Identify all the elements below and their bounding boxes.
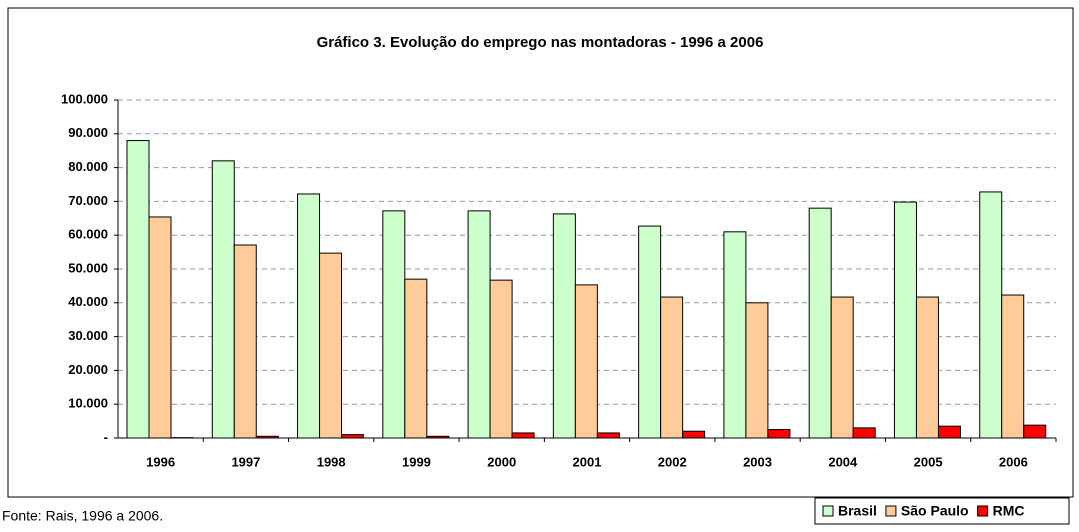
bar (809, 208, 831, 438)
legend-swatch (823, 506, 833, 516)
bar (512, 433, 534, 438)
y-tick-label: 90.000 (68, 125, 108, 140)
bar (320, 253, 342, 438)
bar (853, 428, 875, 438)
bar (405, 279, 427, 438)
bar (427, 436, 449, 438)
bar (212, 161, 234, 438)
legend-label: RMC (993, 503, 1025, 519)
y-tick-label: 80.000 (68, 159, 108, 174)
y-tick-label: 40.000 (68, 294, 108, 309)
x-tick-label: 2000 (487, 454, 516, 469)
x-tick-label: 2005 (914, 454, 943, 469)
x-tick-label: 1998 (317, 454, 346, 469)
y-tick-label: 70.000 (68, 193, 108, 208)
bar (234, 245, 256, 438)
bar (894, 202, 916, 438)
x-tick-label: 2001 (573, 454, 602, 469)
bar (916, 297, 938, 438)
y-tick-label: 100.000 (61, 91, 108, 106)
x-tick-label: 1996 (146, 454, 175, 469)
y-tick-label: 30.000 (68, 328, 108, 343)
source-note: Fonte: Rais, 1996 a 2006. (2, 508, 163, 524)
bar (383, 211, 405, 438)
x-tick-label: 2002 (658, 454, 687, 469)
legend-swatch (978, 506, 988, 516)
bar (683, 431, 705, 438)
bar (831, 297, 853, 438)
bar (597, 433, 619, 438)
bar (298, 194, 320, 438)
x-tick-label: 1999 (402, 454, 431, 469)
bar (768, 430, 790, 438)
bar (746, 303, 768, 438)
x-tick-label: 2004 (828, 454, 858, 469)
bar (575, 285, 597, 438)
y-tick-label: 10.000 (68, 396, 108, 411)
bar (256, 436, 278, 438)
bar (490, 280, 512, 438)
bar (553, 214, 575, 438)
bar (639, 226, 661, 438)
bar (1002, 295, 1024, 438)
legend-label: Brasil (838, 503, 877, 519)
bar (342, 435, 364, 438)
y-tick-label: 20.000 (68, 362, 108, 377)
bar (1024, 425, 1046, 438)
y-tick-label: 60.000 (68, 227, 108, 242)
bar (468, 211, 490, 438)
bar (149, 217, 171, 438)
y-tick-label: - (104, 429, 108, 444)
chart-title: Gráfico 3. Evolução do emprego nas monta… (317, 34, 764, 51)
y-tick-label: 50.000 (68, 260, 108, 275)
bar (980, 192, 1002, 438)
bar (661, 297, 683, 438)
x-tick-label: 2006 (999, 454, 1028, 469)
bar (127, 141, 149, 438)
legend-label: São Paulo (901, 503, 969, 519)
bar (938, 426, 960, 438)
x-tick-label: 2003 (743, 454, 772, 469)
x-tick-label: 1997 (231, 454, 260, 469)
bar (724, 232, 746, 438)
legend-swatch (886, 506, 896, 516)
